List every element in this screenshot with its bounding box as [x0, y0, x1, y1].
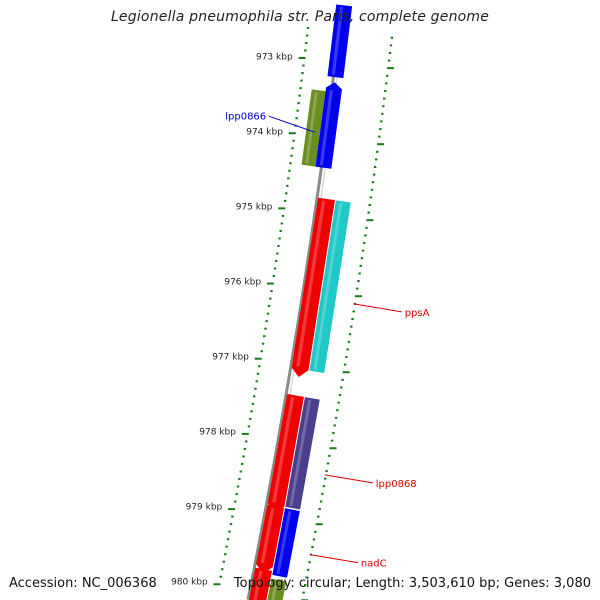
gene-feature: [301, 89, 326, 167]
gene-label-leader: [309, 554, 358, 564]
kbp-label: 977 kbp: [212, 353, 249, 363]
accession-text: Accession: NC_006368: [9, 576, 157, 591]
gene-feature: [315, 82, 342, 169]
kbp-label: 976 kbp: [224, 278, 261, 288]
gene-feature: [248, 567, 273, 600]
gene-label-leader: [269, 115, 316, 133]
gene-label: lpp0868: [376, 479, 417, 490]
kbp-label: 979 kbp: [186, 503, 223, 513]
kbp-label: 973 kbp: [256, 52, 293, 62]
gene-label: nadC: [361, 559, 387, 570]
kbp-label: 974 kbp: [246, 127, 283, 137]
gene-label: ppsA: [405, 308, 430, 319]
kbp-label: 975 kbp: [236, 203, 273, 213]
topology-text: Topology: circular; Length: 3,503,610 bp…: [233, 576, 591, 591]
gene-feature: [272, 508, 300, 578]
gene-feature: [309, 200, 351, 374]
labels: 973 kbp 974 kbp 975 kbp 976 kbp 977 kbp 978 k…: [171, 52, 430, 587]
gene-feature: [267, 578, 287, 600]
gene-label-leader: [353, 303, 402, 313]
gene-feature: [256, 505, 285, 574]
gene-feature: [327, 4, 353, 79]
gene-label-leader: [324, 474, 373, 484]
tick-marks: [213, 26, 394, 600]
kbp-label: 978 kbp: [199, 428, 236, 438]
gene-feature: [267, 394, 304, 514]
gene-features: [248, 4, 353, 600]
gene-feature: [285, 397, 320, 510]
gene-label: lpp0866: [225, 111, 266, 122]
kbp-label: 980 kbp: [171, 578, 208, 588]
gene-feature: [291, 197, 335, 378]
genome-title: Legionella pneumophila str. Paris, compl…: [110, 9, 490, 25]
